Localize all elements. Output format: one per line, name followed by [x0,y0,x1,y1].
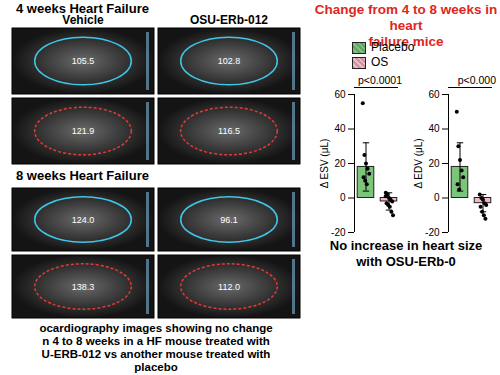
svg-text:138.3: 138.3 [72,282,95,292]
svg-text:4 weeks Heart Failure: 4 weeks Heart Failure [16,1,149,16]
html-text:ocardiography images showing n: ocardiography images showing no change [39,322,273,334]
html-text:No increase in heart size: No increase in heart size [329,238,483,253]
svg-text:-20: -20 [425,227,440,238]
svg-text:116.5: 116.5 [218,126,240,136]
html-text:n 4 to 8 weeks in a HF mouse t: n 4 to 8 weeks in a HF mouse treated wit… [42,335,270,347]
svg-text:60: 60 [428,89,440,100]
html-text:Change from 4 to 8 weeks in he: Change from 4 to 8 weeks in heart [314,2,498,33]
svg-text:105.5: 105.5 [72,56,95,66]
svg-text:96.1: 96.1 [220,215,238,225]
svg-text:40: 40 [428,123,440,134]
svg-text:40: 40 [334,123,346,134]
svg-text:102.8: 102.8 [218,56,241,66]
html-text:failure mice: failure mice [368,34,444,49]
svg-text:112.0: 112.0 [218,282,240,292]
html-text:Placebo: Placebo [371,40,415,54]
svg-text:Δ EDV (μL): Δ EDV (μL) [413,138,424,188]
html-text:U-ERB-012 vs another mouse tre: U-ERB-012 vs another mouse treated with [41,348,271,360]
html-text:p<0.000: p<0.000 [457,74,496,86]
svg-text:121.9: 121.9 [72,126,95,136]
html-text:placebo: placebo [134,361,178,373]
html-text:with OSU-ERb-0: with OSU-ERb-0 [356,254,456,269]
svg-text:OSU-ERb-012: OSU-ERb-012 [190,13,268,27]
svg-text:0: 0 [340,192,346,203]
svg-text:0: 0 [434,192,440,203]
svg-text:60: 60 [334,89,346,100]
svg-text:124.0: 124.0 [72,215,95,225]
svg-text:8 weeks Heart Failure: 8 weeks Heart Failure [16,168,149,183]
html-text:p<0.0001: p<0.0001 [357,74,402,86]
svg-text:Vehicle: Vehicle [62,13,104,27]
svg-text:20: 20 [334,158,346,169]
svg-text:20: 20 [428,158,440,169]
html-text:OS: OS [371,55,389,69]
svg-text:-20: -20 [331,227,346,238]
svg-text:Δ ESV (μL): Δ ESV (μL) [319,139,330,189]
